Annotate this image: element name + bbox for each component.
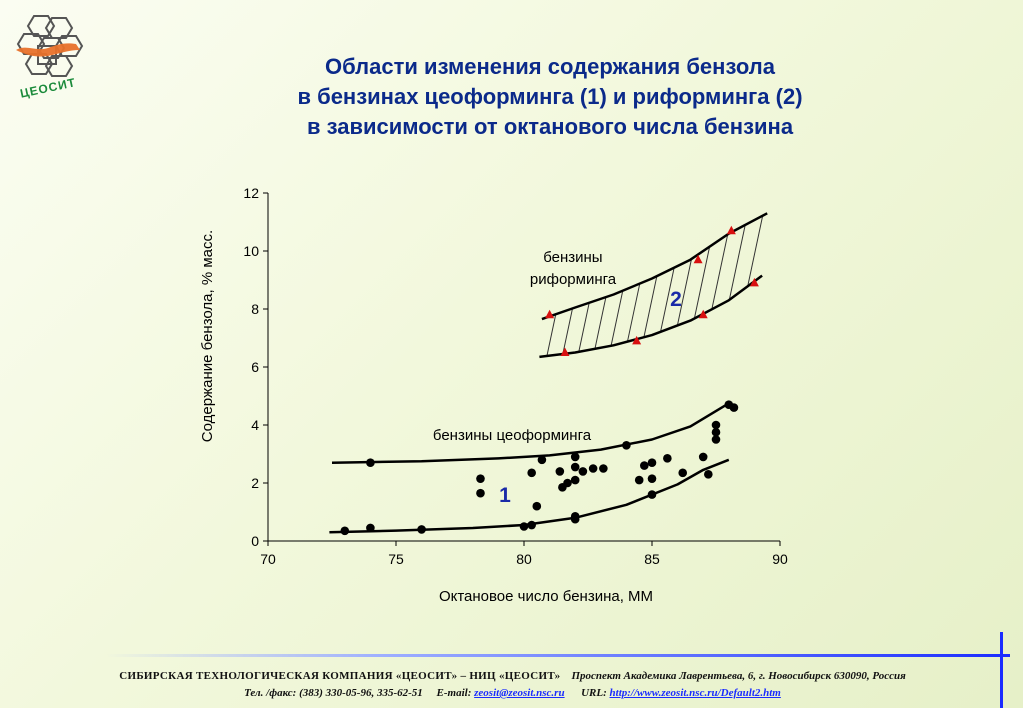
footer-url-label: URL: — [581, 687, 607, 699]
region-label-2: 2 — [670, 288, 682, 311]
footer-company: СИБИРСКАЯ ТЕХНОЛОГИЧЕСКАЯ КОМПАНИЯ «ЦЕОС… — [119, 670, 561, 682]
zeoforming-point — [366, 523, 375, 533]
x-axis-label: Октановое число бензина, ММ — [439, 588, 653, 605]
footer-url-link[interactable]: http://www.zeosit.nsc.ru/Default2.htm — [609, 687, 781, 699]
hatch-line — [774, 193, 814, 382]
annotation-reforming-line-1: бензины — [543, 249, 602, 266]
annotation-reforming: бензины риформинга — [530, 249, 617, 288]
region-label-1: 1 — [499, 484, 511, 507]
zeoforming-point — [340, 526, 350, 536]
reforming-point — [693, 254, 703, 264]
slide-title: Области изменения содержания бензола в б… — [160, 52, 940, 142]
reforming-point — [726, 225, 736, 235]
zeoforming-point — [640, 461, 649, 470]
zeoforming-point — [711, 427, 721, 437]
zeoforming-point — [570, 512, 580, 521]
hatch-line — [618, 213, 660, 357]
hatch-line — [742, 213, 768, 357]
zeoforming-point — [647, 458, 657, 468]
zeoforming-point — [663, 454, 672, 463]
y-tick-label: 4 — [251, 417, 259, 433]
y-tick-label: 12 — [243, 185, 259, 201]
footer-divider — [105, 654, 1010, 657]
zeoforming-point — [578, 467, 588, 476]
zeoforming-point — [570, 475, 580, 485]
hatch-line — [821, 193, 861, 382]
zeoforming-point — [599, 464, 608, 473]
zeoforming-point — [704, 470, 713, 479]
zeoforming-point — [519, 522, 529, 531]
zeoforming-point — [678, 468, 688, 478]
zeoforming-point — [555, 467, 565, 476]
reforming-point — [560, 347, 570, 356]
zeoforming-point — [711, 435, 721, 444]
zeoforming-point — [634, 475, 644, 485]
title-line-1: Области изменения содержания бензола — [325, 54, 775, 79]
hatch-line — [480, 193, 520, 382]
curve-1-upper — [331, 402, 730, 464]
y-tick-label: 0 — [251, 533, 259, 549]
footer-line-1: СИБИРСКАЯ ТЕХНОЛОГИЧЕСКАЯ КОМПАНИЯ «ЦЕОС… — [20, 668, 1005, 685]
y-tick-label: 10 — [243, 243, 259, 259]
zeoforming-point — [729, 403, 739, 412]
zeoforming-point — [711, 420, 721, 430]
zeoforming-point — [417, 525, 426, 534]
hatch-line — [696, 213, 737, 357]
footer: СИБИРСКАЯ ТЕХНОЛОГИЧЕСКАЯ КОМПАНИЯ «ЦЕОС… — [20, 668, 1005, 702]
annotation-zeoforming: бензины цеоформинга — [433, 427, 592, 444]
zeosit-logo: ЦЕОСИТ — [16, 15, 84, 100]
curve-2-upper — [541, 212, 768, 321]
zeoforming-point — [532, 501, 542, 511]
zeoforming-point — [588, 464, 598, 473]
x-tick-label: 75 — [388, 551, 404, 567]
x-tick-label: 70 — [260, 551, 276, 567]
zeoforming-point — [476, 474, 485, 483]
title-line-3: в зависимости от октанового числа бензин… — [306, 114, 794, 139]
hatch-line — [836, 193, 876, 382]
hatch-line — [805, 193, 845, 382]
zeoforming-point — [527, 468, 536, 478]
hatch-line — [634, 213, 675, 357]
footer-phone: Тел. /факс: (383) 330-05-96, 335-62-51 — [244, 687, 423, 699]
zeoforming-point — [622, 441, 631, 450]
footer-line-2: Тел. /факс: (383) 330-05-96, 335-62-51 E… — [20, 685, 1005, 702]
x-tick-label: 90 — [772, 551, 788, 567]
x-tick-label: 80 — [516, 551, 532, 567]
hatch-line — [758, 213, 768, 357]
reforming-point — [545, 309, 555, 319]
footer-email-label: E-mail: — [436, 687, 472, 699]
hatch-line — [852, 193, 892, 382]
reforming-point — [698, 309, 708, 319]
zeoforming-point — [698, 452, 708, 462]
title-line-2: в бензинах цеоформинга (1) и риформинга … — [297, 84, 803, 109]
zeoforming-point — [570, 452, 580, 462]
annotation-reforming-line-2: риформинга — [530, 271, 617, 288]
zeoforming-point — [647, 490, 657, 499]
data-points — [340, 225, 759, 536]
zeoforming-point — [537, 455, 547, 465]
zeoforming-point — [570, 462, 580, 472]
zeoforming-point — [647, 474, 657, 483]
zeoforming-point — [476, 488, 485, 498]
zeoforming-point — [366, 458, 375, 468]
hatch-line — [464, 193, 504, 382]
zeoforming-point — [563, 478, 572, 488]
footer-email-link[interactable]: zeosit@zeosit.nsc.ru — [474, 687, 565, 699]
footer-address: Проспект Академика Лаврентьева, 6, г. Но… — [571, 670, 906, 682]
y-tick-label: 6 — [251, 359, 259, 375]
hatch-line — [680, 213, 722, 357]
x-tick-label: 85 — [644, 551, 660, 567]
footer-vertical-accent — [1000, 632, 1003, 708]
reforming-point — [749, 277, 759, 287]
y-axis-label: Содержание бензола, % масс. — [199, 230, 216, 442]
reforming-point — [632, 335, 642, 345]
curve-2-lower — [539, 274, 763, 359]
zeoforming-point — [527, 520, 536, 530]
y-tick-label: 8 — [251, 301, 259, 317]
y-tick-label: 2 — [251, 475, 259, 491]
hatch-line — [790, 193, 830, 382]
